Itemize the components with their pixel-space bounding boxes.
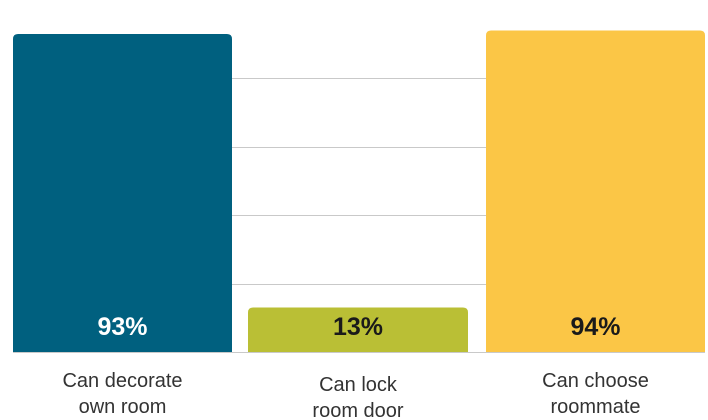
category-label-line: Can decorate bbox=[62, 370, 182, 392]
category-label: Can decorate own room bbox=[62, 370, 182, 418]
bars bbox=[13, 30, 705, 353]
category-label-line: own room bbox=[79, 396, 167, 418]
category-label-line: room door bbox=[312, 400, 403, 420]
category-label: Can choose roommate bbox=[542, 370, 649, 418]
value-label: 93% bbox=[97, 313, 147, 341]
category-label-line: Can choose bbox=[542, 370, 649, 392]
category-label-line: roommate bbox=[550, 396, 640, 418]
bar bbox=[13, 33, 232, 352]
category-label: Can lock room door bbox=[312, 374, 403, 420]
value-label: 13% bbox=[333, 313, 383, 341]
bar bbox=[248, 307, 468, 352]
labels: 93% Can decorate own room 13% Can lock room d… bbox=[62, 313, 648, 420]
grid-lines bbox=[13, 78, 705, 353]
bar bbox=[486, 30, 705, 353]
value-label: 94% bbox=[570, 313, 620, 341]
category-label-line: Can lock bbox=[319, 374, 398, 396]
